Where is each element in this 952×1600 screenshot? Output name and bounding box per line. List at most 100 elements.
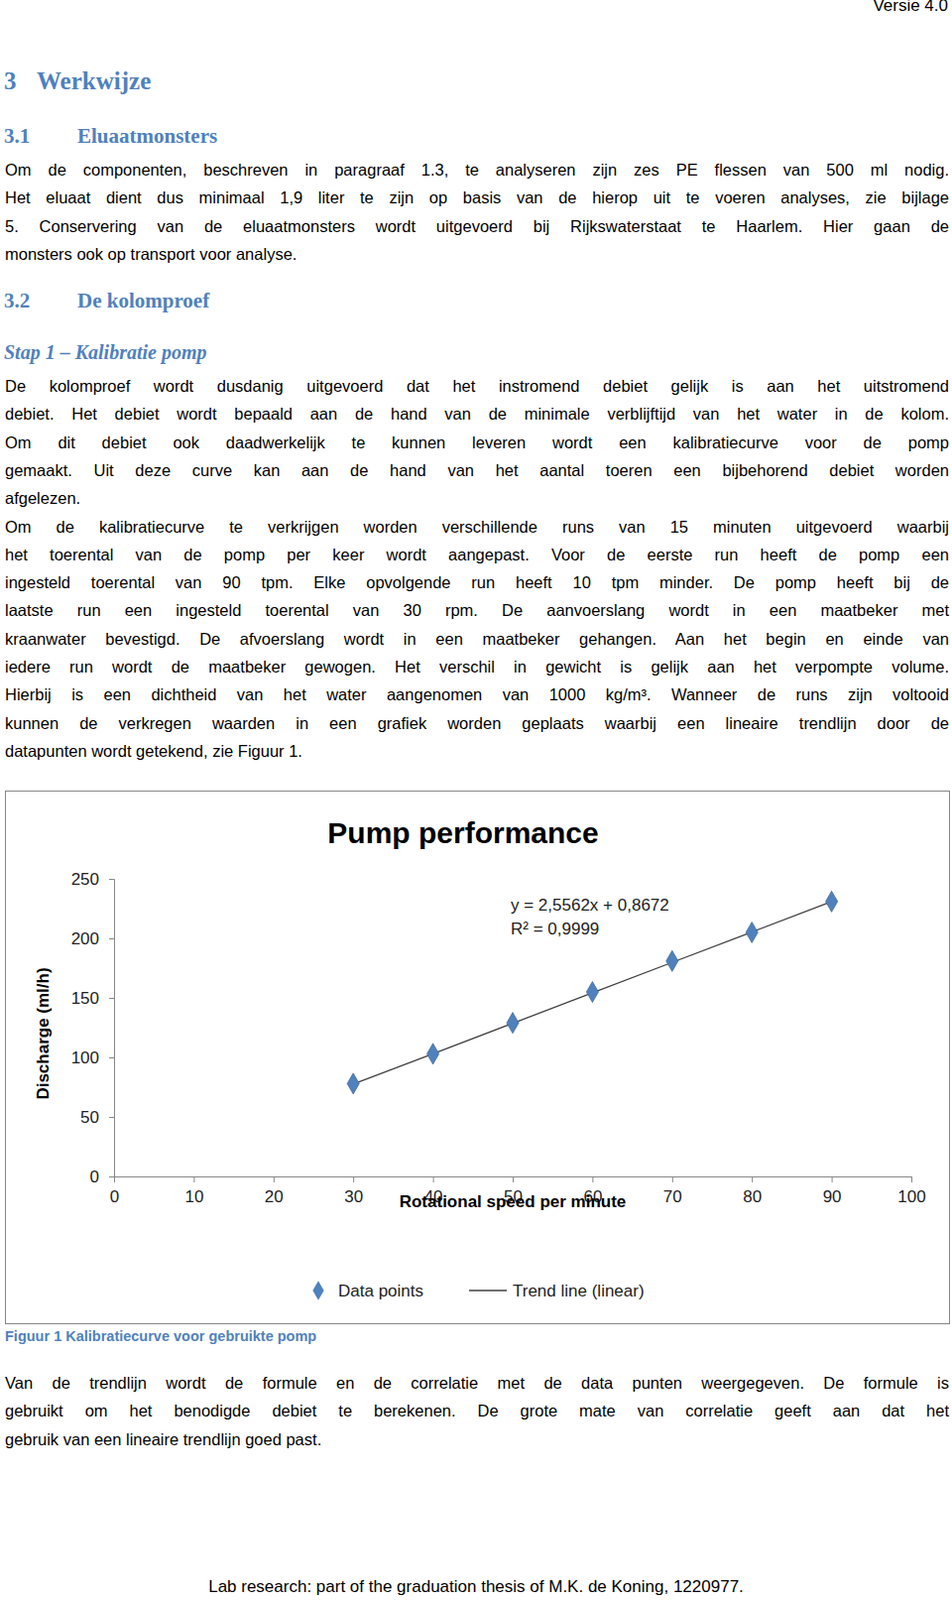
x-tick: 20 <box>264 1176 284 1206</box>
legend-marker <box>312 1280 324 1301</box>
y-tick-label: 250 <box>71 869 100 889</box>
text-line: kraanwater bevestigd. De afvoerslang wor… <box>4 624 950 653</box>
text-line: laatste run een ingesteld toerental van … <box>4 595 950 624</box>
y-tick: 150 <box>71 988 115 1008</box>
x-tick-label: 0 <box>110 1187 119 1206</box>
x-tick-label: 100 <box>897 1187 926 1206</box>
y-tick-label: 50 <box>80 1107 100 1127</box>
text-line: het toerental van de pomp per keer wordt… <box>4 540 950 569</box>
y-tick-label: 0 <box>90 1167 100 1187</box>
legend-item: Data points <box>312 1280 424 1301</box>
caption: Figuur 1 Kalibratiecurve voor gebruikte … <box>4 1327 317 1344</box>
x-tick-mark <box>832 1176 833 1183</box>
legend: Data points Trend line (linear) <box>312 1280 644 1301</box>
y-tick: 50 <box>80 1107 115 1127</box>
y-axis-line <box>109 879 116 1178</box>
text-line: gebruik van een lineaire trendlijn goed … <box>4 1425 950 1453</box>
text-line: gemaakt. Uit deze curve kan aan de hand … <box>4 456 950 484</box>
x-tick: 10 <box>184 1176 204 1206</box>
text-line: Van de trendlijn wordt de formule en de … <box>4 1368 950 1397</box>
x-tick-mark <box>353 1176 355 1183</box>
x-tick-mark <box>672 1176 674 1183</box>
y-tick: 100 <box>71 1048 115 1068</box>
text-line: kunnen de verkregen waarden in een grafi… <box>4 709 950 737</box>
x-tick-mark <box>512 1176 514 1183</box>
heading-title: Eluaatmonsters <box>77 123 218 149</box>
x-axis-line <box>115 1177 913 1184</box>
text-line: Het eluaat dient dus minimaal 1,9 liter … <box>4 183 950 212</box>
text-line: Hierbij is een dichtheid van het water a… <box>4 680 950 709</box>
x-tick: 30 <box>344 1176 363 1206</box>
y-tick-mark <box>109 1057 115 1059</box>
heading-number: 3.1 <box>3 123 30 149</box>
x-tick-label: 10 <box>184 1187 204 1206</box>
footer: Lab research: part of the graduation the… <box>0 1576 952 1597</box>
text-line: monsters ook op transport voor analyse. <box>4 239 950 268</box>
data-point <box>426 1043 439 1065</box>
y-tick: 250 <box>71 869 115 889</box>
data-point <box>506 1012 519 1034</box>
x-tick-mark <box>592 1176 594 1183</box>
heading-number: 3.2 <box>3 288 30 314</box>
legend-label: Trend line (linear) <box>512 1281 645 1301</box>
x-tick-mark <box>193 1176 195 1183</box>
text-line: Om de componenten, beschreven in paragra… <box>4 155 950 184</box>
y-tick-label: 200 <box>71 929 100 949</box>
x-tick: 80 <box>742 1176 762 1206</box>
y-tick-mark <box>109 1176 115 1178</box>
legend-label: Data points <box>338 1281 424 1301</box>
text-line: De kolomproef wordt dusdanig uitgevoerd … <box>4 371 950 400</box>
y-axis: 0 50 100 150 200 250 <box>71 869 116 1187</box>
legend-line <box>469 1289 507 1291</box>
y-axis-title: Discharge (ml/h) <box>33 966 53 1099</box>
data-point <box>825 890 837 912</box>
chart-title: Pump performance <box>327 816 598 849</box>
y-tick: 200 <box>71 929 115 949</box>
text-line: iedere run wordt de maatbeker gewogen. H… <box>4 652 950 681</box>
text-line: Om de kalibratiecurve te verkrijgen word… <box>4 512 950 541</box>
text-line: debiet. Het debiet wordt bepaald aan de … <box>4 399 950 428</box>
data-point <box>347 1072 359 1094</box>
text-line: 5. Conservering van de eluaatmonsters wo… <box>4 212 950 240</box>
text-line: ingesteld toerental van 90 tpm. Elke opv… <box>4 568 950 596</box>
x-tick-mark <box>433 1176 435 1183</box>
x-tick-mark <box>911 1176 913 1183</box>
y-tick-mark <box>109 938 115 940</box>
y-tick-label: 150 <box>71 988 100 1008</box>
text-line: datapunten wordt getekend, zie Figuur 1. <box>4 736 950 765</box>
x-axis-title: Rotational speed per minute <box>399 1191 627 1211</box>
subheading: Stap 1 – Kalibratie pomp <box>3 341 207 364</box>
heading-number: 3 <box>3 67 17 96</box>
data-point <box>666 950 679 971</box>
trend-line <box>353 901 832 1084</box>
text-line: Om dit debiet ook daadwerkelijk te kunne… <box>4 428 950 457</box>
legend-item: Trend line (linear) <box>469 1281 645 1301</box>
heading-title: De kolomproef <box>77 288 210 314</box>
x-tick-mark <box>751 1176 753 1183</box>
x-tick-label: 70 <box>663 1187 683 1206</box>
text-line: afgelezen. <box>4 483 950 512</box>
x-tick-label: 80 <box>742 1187 762 1206</box>
data-point <box>745 921 758 943</box>
annotation: y = 2,5562x + 0,8672 <box>510 895 670 915</box>
x-tick: 70 <box>663 1176 683 1206</box>
x-tick-label: 20 <box>264 1187 284 1206</box>
y-tick-mark <box>109 1116 115 1118</box>
y-tick-label: 100 <box>71 1048 100 1068</box>
x-tick: 90 <box>823 1176 842 1206</box>
x-tick-mark <box>273 1176 275 1183</box>
y-tick-mark <box>109 878 115 880</box>
x-tick: 0 <box>110 1176 119 1206</box>
y-tick: 0 <box>90 1167 115 1187</box>
x-tick: 100 <box>897 1176 926 1206</box>
x-tick-label: 90 <box>823 1187 842 1206</box>
data-point <box>586 980 598 1002</box>
plot-area <box>347 890 838 1094</box>
y-tick-mark <box>109 997 115 999</box>
x-tick-label: 30 <box>344 1187 363 1206</box>
version: Versie 4.0 <box>872 0 949 16</box>
chart-frame <box>5 791 951 1324</box>
text-line: gebruikt om het benodigde debiet te bere… <box>4 1396 950 1425</box>
chart: Pump performance010203040506070809010005… <box>4 790 951 1324</box>
annotation: R² = 0,9999 <box>510 919 599 939</box>
